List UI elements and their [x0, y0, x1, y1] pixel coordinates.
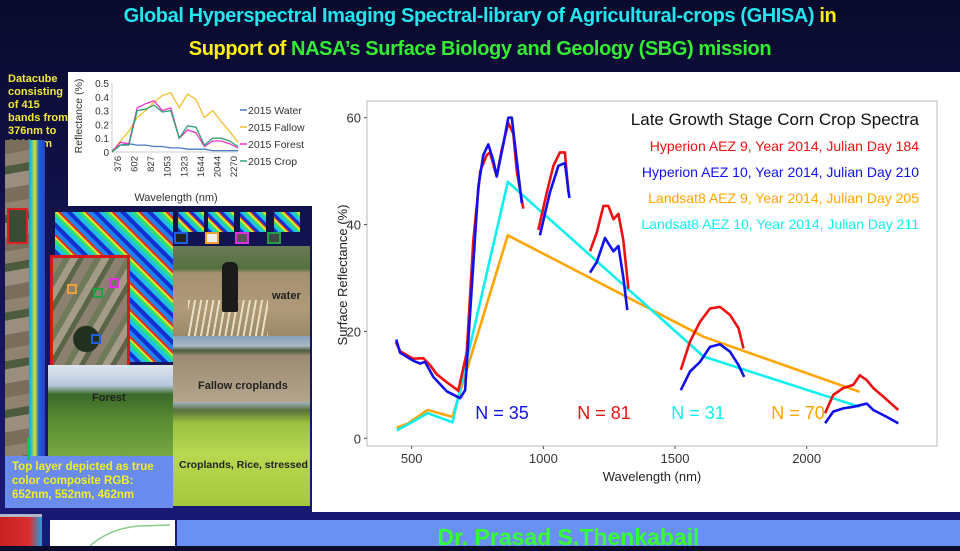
- inset-legend-label: 2015 Water: [248, 105, 302, 117]
- series-line-1: [824, 402, 899, 425]
- inset-x-tick-label: 2044: [212, 156, 223, 177]
- inset-legend-label: 2015 Fallow: [248, 122, 305, 134]
- fallow-thumb-icon: [205, 232, 219, 244]
- x-tick-label: 1500: [661, 451, 690, 466]
- inset-reflectance-chart: 0 0.1 0.2 0.3 0.4 0.5 376 602 827 1053 1323 1644 204…: [73, 79, 305, 204]
- legend-landsat8-aez9: Landsat8 AEZ 9, Year 2014, Julian Day 20…: [648, 190, 919, 206]
- inset-y-tick-label: 0.1: [95, 134, 109, 145]
- n-label-hyperion-aez10: N = 35: [475, 403, 529, 423]
- rgb-note-box: [5, 456, 173, 508]
- inset-series-line: [111, 143, 238, 152]
- x-tick-label: 1000: [529, 451, 558, 466]
- y-tick-label: 40: [347, 218, 361, 233]
- inset-x-tick-label: 376: [113, 156, 124, 172]
- legend-hyperion-aez9: Hyperion AEZ 9, Year 2014, Julian Day 18…: [650, 138, 920, 154]
- forest-photo: [48, 365, 173, 457]
- inset-legend-label: 2015 Forest: [248, 139, 304, 151]
- series-line-2: [396, 234, 861, 429]
- series-line-1: [394, 116, 524, 400]
- mini-cube-water: [178, 212, 204, 232]
- fallow-label: Fallow croplands: [198, 380, 288, 392]
- rice-photo: [173, 402, 310, 506]
- series-line-0: [537, 151, 570, 231]
- software-thumbnail: [0, 517, 42, 546]
- water-label: water: [272, 290, 301, 302]
- series-line-0: [823, 374, 900, 414]
- inset-y-axis-label: Reflectance (%): [73, 79, 85, 154]
- x-tick-label: 500: [401, 451, 423, 466]
- legend-landsat8-aez10: Landsat8 AEZ 10, Year 2014, Julian Day 2…: [641, 216, 919, 232]
- series-line-1: [588, 236, 629, 311]
- presenter-name: Dr. Prasad S.Thenkabail: [437, 524, 700, 546]
- thumbnail-chart: [50, 520, 175, 547]
- n-label-hyperion-aez9: N = 81: [577, 403, 631, 423]
- main-chart-panel: [312, 72, 960, 512]
- fallow-marker: [67, 284, 77, 294]
- inset-y-tick-label: 0.3: [95, 107, 109, 118]
- water-marker: [91, 334, 101, 344]
- y-tick-label: 60: [347, 111, 361, 126]
- chart-title: Late Growth Stage Corn Crop Spectra: [631, 110, 920, 129]
- inset-y-tick-label: 0.5: [95, 79, 109, 90]
- inset-x-tick-label: 1053: [163, 156, 174, 177]
- forest-marker: [109, 278, 119, 288]
- crop-marker: [93, 288, 103, 298]
- thumbnail-curve: [89, 524, 171, 547]
- crop-thumb-icon: [267, 232, 281, 244]
- n-label-landsat8-aez10: N = 31: [671, 403, 725, 423]
- mini-cube-fallow: [208, 212, 234, 232]
- slide-title-line2: Support of NASA’s Surface Biology and Ge…: [0, 38, 960, 61]
- series-line-0: [679, 305, 745, 371]
- rgb-note-text: Top layer depicted as true color composi…: [12, 461, 154, 501]
- inset-x-tick-label: 827: [146, 156, 157, 172]
- rice-label: Croplands, Rice, stressed: [179, 459, 308, 471]
- series-line-0: [588, 204, 630, 289]
- x-tick-label: 2000: [792, 451, 821, 466]
- inset-chart-panel: [68, 72, 312, 206]
- inset-x-tick-label: 1323: [179, 156, 190, 177]
- title-yellow-text-2: Support of: [188, 38, 292, 60]
- mini-cube-forest: [240, 212, 266, 232]
- series-line-1: [679, 343, 746, 391]
- inset-x-tick-label: 602: [130, 156, 141, 172]
- y-tick-label: 0: [354, 431, 361, 446]
- y-tick-label: 20: [347, 324, 361, 339]
- inset-x-tick-label: 2270: [229, 156, 240, 177]
- satellite-strip-image: [5, 140, 29, 460]
- series-line-0: [394, 121, 525, 392]
- inset-series-line: [111, 104, 239, 153]
- inset-y-tick-label: 0: [103, 148, 109, 159]
- x-axis-label: Wavelength (nm): [603, 469, 702, 484]
- title-cyan-text: Global Hyperspectral Imaging Spectral-li…: [123, 5, 815, 27]
- thumbnail-titlebar: [0, 514, 42, 518]
- title-yellow-text: in: [814, 5, 837, 27]
- forest-thumb-icon: [235, 232, 249, 244]
- person-figure: [222, 262, 238, 312]
- inset-legend-label: 2015 Crop: [248, 156, 297, 168]
- water-thumb-icon: [174, 232, 188, 244]
- forest-label: Forest: [92, 392, 126, 404]
- legend-hyperion-aez10: Hyperion AEZ 10, Year 2014, Julian Day 2…: [642, 164, 919, 180]
- selection-square: [7, 208, 28, 244]
- title-green-text: NASA’s Surface Biology and Geology (SBG)…: [291, 38, 772, 60]
- presenter-box: Dr. Prasad S.Thenkabail: [177, 520, 960, 546]
- inset-y-tick-label: 0.2: [95, 120, 109, 131]
- inset-x-axis-label: Wavelength (nm): [134, 192, 217, 204]
- inset-y-tick-label: 0.4: [95, 93, 109, 104]
- n-label-landsat8-aez9: N = 70: [771, 403, 825, 423]
- slide-title-line1: Global Hyperspectral Imaging Spectral-li…: [0, 5, 960, 28]
- cube-true-color-face: [50, 255, 130, 369]
- mini-cube-crop: [274, 212, 300, 232]
- inset-x-tick-label: 1644: [196, 156, 207, 177]
- green-arrow-icon: [27, 438, 30, 460]
- corn-spectra-chart: 0 20 40 60 500 1000 1500 2000 Wavelength (nm) S…: [335, 100, 938, 484]
- series-line-1: [538, 161, 571, 236]
- y-axis-label: Surface Reflectance (%): [335, 205, 350, 346]
- fallow-photo: [173, 336, 310, 402]
- plot-frame: [366, 100, 938, 447]
